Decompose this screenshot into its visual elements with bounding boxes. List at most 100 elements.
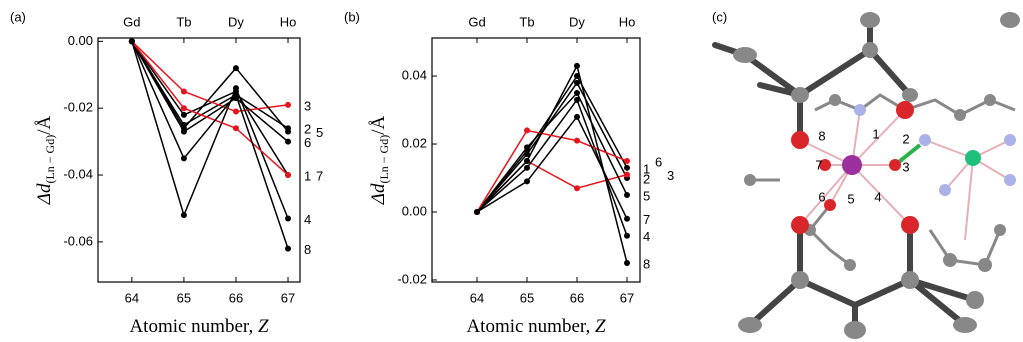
series-label: 4 — [643, 229, 650, 244]
data-point — [181, 105, 187, 111]
x2-tick-label: Gd — [123, 14, 140, 29]
x2-tick-label: Ho — [280, 14, 297, 29]
x-axis-label-var: Z — [258, 316, 269, 337]
x2-tick-label: Tb — [176, 14, 191, 29]
data-point — [524, 178, 530, 184]
x2-tick-label: Dy — [228, 14, 244, 29]
data-point — [624, 158, 630, 164]
data-point — [181, 212, 187, 218]
series-label: 8 — [643, 256, 650, 271]
data-point — [624, 172, 630, 178]
site-label: 2 — [902, 131, 909, 146]
data-point — [181, 112, 187, 118]
x-tick-label: 67 — [281, 290, 295, 305]
panel-label: (b) — [344, 9, 360, 24]
x-axis-label-text: Atomic number, — [129, 316, 258, 337]
series-label: 5 — [316, 125, 323, 140]
series-label: 1 — [304, 168, 311, 183]
data-point — [574, 80, 580, 86]
plot-frame — [432, 38, 640, 282]
data-point — [233, 65, 239, 71]
data-point — [624, 260, 630, 266]
y-axis-label: Δd(Ln − Gd)/Å — [34, 116, 56, 206]
x-axis-label: Atomic number, Z — [466, 316, 606, 337]
series-line — [132, 41, 288, 111]
data-point — [524, 165, 530, 171]
figure: (c) 12345678(a)64Gd65Tb66Dy67Ho0.00-0.02… — [0, 0, 1023, 342]
data-point — [181, 129, 187, 135]
data-point — [624, 233, 630, 239]
y-axis-label-var: Δd — [368, 183, 389, 205]
series-label: 6 — [304, 135, 311, 150]
x2-tick-label: Gd — [468, 14, 485, 29]
series-label: 5 — [643, 188, 650, 203]
data-point — [524, 144, 530, 150]
site-label: 5 — [847, 191, 854, 206]
panel-label: (a) — [10, 9, 26, 24]
series-line — [477, 117, 627, 219]
data-point — [233, 109, 239, 115]
series-label: 8 — [304, 242, 311, 257]
site-label: 3 — [902, 159, 909, 174]
data-point — [285, 215, 291, 221]
site-label: 4 — [874, 189, 881, 204]
x-tick-label: 64 — [470, 290, 484, 305]
x2-tick-label: Ho — [619, 14, 636, 29]
x2-tick-label: Dy — [569, 14, 585, 29]
series-label: 7 — [643, 212, 650, 227]
site-label: 7 — [815, 157, 822, 172]
data-point — [129, 38, 135, 44]
y-tick-label: 0.04 — [402, 67, 427, 82]
panel-label: (c) — [712, 9, 727, 24]
y-axis-label-sub: (Ln − Gd) — [43, 135, 57, 184]
series-label: 6 — [655, 154, 662, 169]
data-point — [524, 158, 530, 164]
series-label: 3 — [304, 98, 311, 113]
series-label: 7 — [316, 168, 323, 183]
series-label: 2 — [643, 171, 650, 186]
data-point — [524, 127, 530, 133]
x-tick-label: 66 — [229, 290, 243, 305]
series-line — [477, 66, 627, 263]
y-axis-label-unit: /Å — [368, 116, 389, 135]
data-point — [624, 192, 630, 198]
site-label: 6 — [818, 189, 825, 204]
data-point — [285, 102, 291, 108]
x-axis-label-text: Atomic number, — [466, 316, 595, 337]
series-line — [132, 41, 288, 218]
data-point — [181, 88, 187, 94]
molecule-image — [715, 12, 1020, 339]
x-tick-label: 67 — [620, 290, 634, 305]
y-tick-label: 0.00 — [68, 33, 93, 48]
y-axis-label-var: Δd — [34, 183, 55, 205]
data-point — [233, 125, 239, 131]
data-point — [181, 155, 187, 161]
y-tick-label: -0.02 — [63, 100, 93, 115]
data-point — [285, 139, 291, 145]
series-label: 4 — [304, 212, 311, 227]
data-point — [233, 92, 239, 98]
y-tick-label: 0.00 — [402, 203, 427, 218]
x-tick-label: 66 — [570, 290, 584, 305]
y-axis-label-sub: (Ln − Gd) — [377, 135, 391, 184]
y-tick-label: -0.02 — [397, 271, 427, 286]
data-point — [574, 185, 580, 191]
data-point — [574, 90, 580, 96]
data-point — [574, 138, 580, 144]
data-point — [285, 172, 291, 178]
x-axis-label: Atomic number, Z — [129, 316, 269, 337]
data-point — [285, 246, 291, 252]
x-axis-label-var: Z — [595, 316, 606, 337]
data-point — [624, 165, 630, 171]
y-tick-label: -0.04 — [63, 166, 93, 181]
x-tick-label: 65 — [520, 290, 534, 305]
data-point — [624, 216, 630, 222]
site-label: 1 — [872, 126, 879, 141]
x-tick-label: 65 — [177, 290, 191, 305]
x-tick-label: 64 — [125, 290, 139, 305]
x2-tick-label: Tb — [519, 14, 534, 29]
y-axis-label-unit: /Å — [34, 116, 55, 135]
y-axis-label: Δd(Ln − Gd)/Å — [368, 116, 390, 206]
series-label: 3 — [667, 168, 674, 183]
data-point — [574, 114, 580, 120]
